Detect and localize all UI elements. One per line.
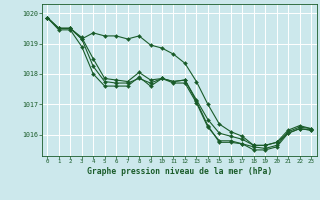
X-axis label: Graphe pression niveau de la mer (hPa): Graphe pression niveau de la mer (hPa)	[87, 167, 272, 176]
